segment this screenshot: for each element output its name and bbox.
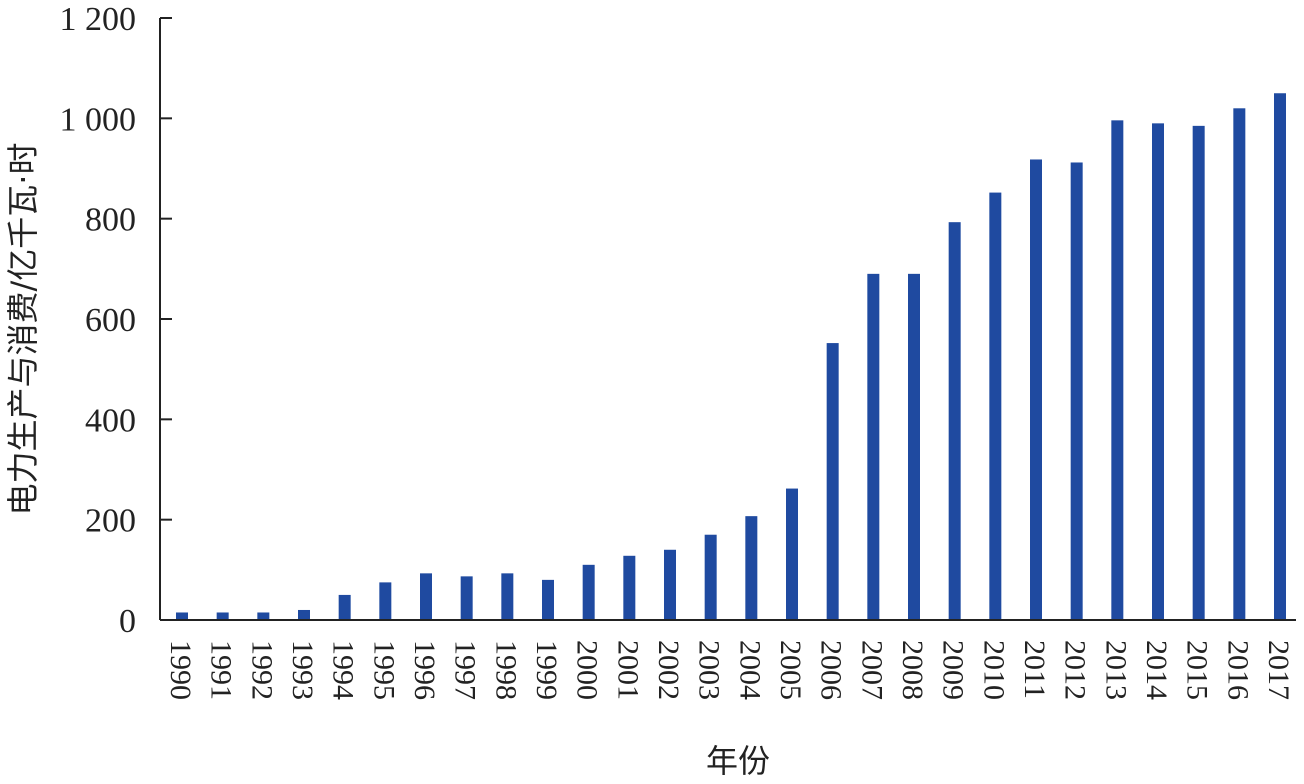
- x-tick-label: 2012: [1059, 640, 1092, 700]
- bar-1991: [216, 612, 229, 620]
- bar-1990: [176, 612, 188, 620]
- x-tick-label: 2013: [1099, 640, 1132, 700]
- x-tick-label: 2007: [855, 640, 888, 700]
- bar-1999: [542, 579, 554, 620]
- x-tick-label: 1997: [449, 640, 482, 700]
- bar-2001: [623, 555, 636, 620]
- x-tick-label: 2016: [1221, 640, 1254, 700]
- x-tick-label: 1992: [245, 640, 278, 700]
- x-tick-label: 2003: [693, 640, 726, 700]
- bar-1992: [257, 612, 270, 620]
- bar-2007: [867, 273, 880, 620]
- bar-1994: [338, 594, 351, 620]
- x-tick-label: 1998: [489, 640, 522, 700]
- bar-2002: [664, 549, 676, 620]
- bar-2009: [948, 222, 961, 620]
- bar-1997: [460, 576, 473, 620]
- x-tick-label: 1995: [367, 640, 400, 700]
- y-axis: 0 200 400 600 800 1 000 1 200: [60, 1, 172, 640]
- x-tick-label: 2001: [611, 640, 644, 700]
- bars-group: [176, 93, 1286, 621]
- x-tick-label: 2005: [774, 640, 807, 700]
- x-tick-label: 2004: [733, 640, 766, 700]
- bar-1998: [501, 573, 514, 620]
- bar-2015: [1192, 125, 1205, 621]
- x-tick-label: 1990: [164, 640, 197, 700]
- bar-2000: [582, 564, 595, 620]
- x-tick-label: 1991: [205, 640, 238, 700]
- bar-2004: [745, 516, 758, 620]
- y-tick-label: 1 000: [60, 101, 137, 138]
- x-tick-label: 2015: [1181, 640, 1214, 700]
- bar-2017: [1274, 93, 1286, 620]
- x-tick-label: 1999: [530, 640, 563, 700]
- y-tick-label: 800: [85, 202, 136, 239]
- y-axis-label: 电力生产与消费/亿千瓦·时: [4, 143, 42, 516]
- bar-2011: [1030, 159, 1042, 620]
- bar-2006: [826, 343, 839, 620]
- x-tick-label: 2002: [652, 640, 685, 700]
- bar-2012: [1070, 162, 1083, 621]
- y-tick-label: 200: [85, 503, 136, 540]
- x-tick-label: 2009: [937, 640, 970, 700]
- x-tick-label: 2011: [1018, 640, 1051, 699]
- bar-2014: [1152, 123, 1164, 620]
- bar-2010: [989, 192, 1002, 620]
- y-tick-label: 1 200: [60, 1, 137, 38]
- bar-2013: [1111, 120, 1124, 620]
- x-tick-label: 2017: [1262, 640, 1295, 700]
- y-tick-label: 400: [85, 402, 136, 439]
- bar-2003: [704, 534, 717, 620]
- x-tick-label: 1994: [327, 640, 360, 700]
- x-tick-label: 1993: [286, 640, 319, 700]
- bar-2008: [908, 273, 920, 620]
- bar-2016: [1233, 108, 1246, 621]
- x-tick-label: 2006: [815, 640, 848, 700]
- bar-1993: [298, 609, 310, 620]
- bar-2005: [786, 488, 798, 620]
- x-axis-label: 年份: [706, 742, 770, 780]
- x-tick-label: 2014: [1140, 640, 1173, 700]
- x-tick-label: 2010: [977, 640, 1010, 700]
- x-tick-label: 1996: [408, 640, 441, 700]
- x-axis: 1990 1991 1992 1993 1994 1995 1996 1997 1998 1999…: [160, 619, 1296, 700]
- bar-1995: [379, 582, 392, 621]
- y-tick-label: 0: [119, 603, 136, 640]
- y-tick-label: 600: [85, 302, 136, 339]
- x-tick-label: 2000: [571, 640, 604, 700]
- bar-1996: [420, 573, 432, 620]
- x-tick-label: 2008: [896, 640, 929, 700]
